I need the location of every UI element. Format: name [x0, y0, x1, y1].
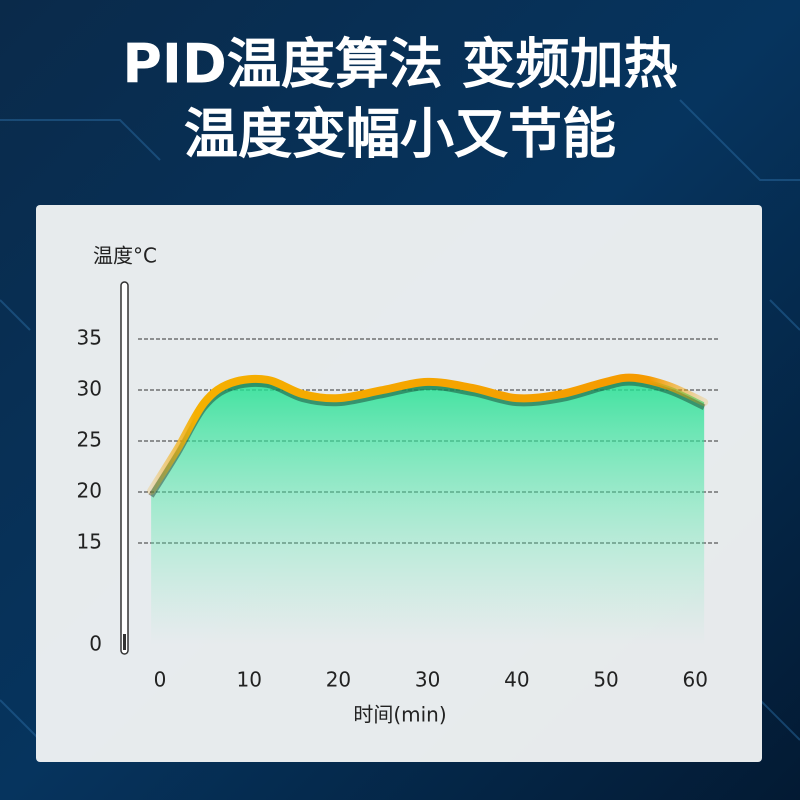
y-axis-label: 温度°C [93, 244, 157, 268]
title-line: PID温度算法 变频加热 [122, 33, 677, 96]
x-tick-label: 30 [415, 668, 440, 692]
x-tick-label: 20 [326, 668, 351, 692]
x-tick-label: 60 [683, 668, 708, 692]
y-tick-label: 20 [77, 479, 102, 503]
y-tick-label: 0 [89, 632, 102, 656]
y-tick-label: 35 [77, 326, 102, 350]
circuit-pattern [0, 99, 800, 741]
area [151, 377, 705, 645]
y-tick-label: 30 [77, 377, 102, 401]
thermometer [120, 281, 129, 655]
x-tick-label: 50 [593, 668, 618, 692]
x-tick-label: 0 [154, 668, 167, 692]
x-tick-label: 10 [237, 668, 262, 692]
y-tick-label: 15 [77, 530, 102, 554]
y-tick-label: 25 [77, 428, 102, 452]
line [147, 373, 709, 495]
title-line: 温度变幅小又节能 [184, 103, 616, 166]
x-axis-label: 时间(min) [353, 703, 446, 727]
x-tick-label: 40 [504, 668, 529, 692]
thermometer-bulb [123, 634, 126, 650]
